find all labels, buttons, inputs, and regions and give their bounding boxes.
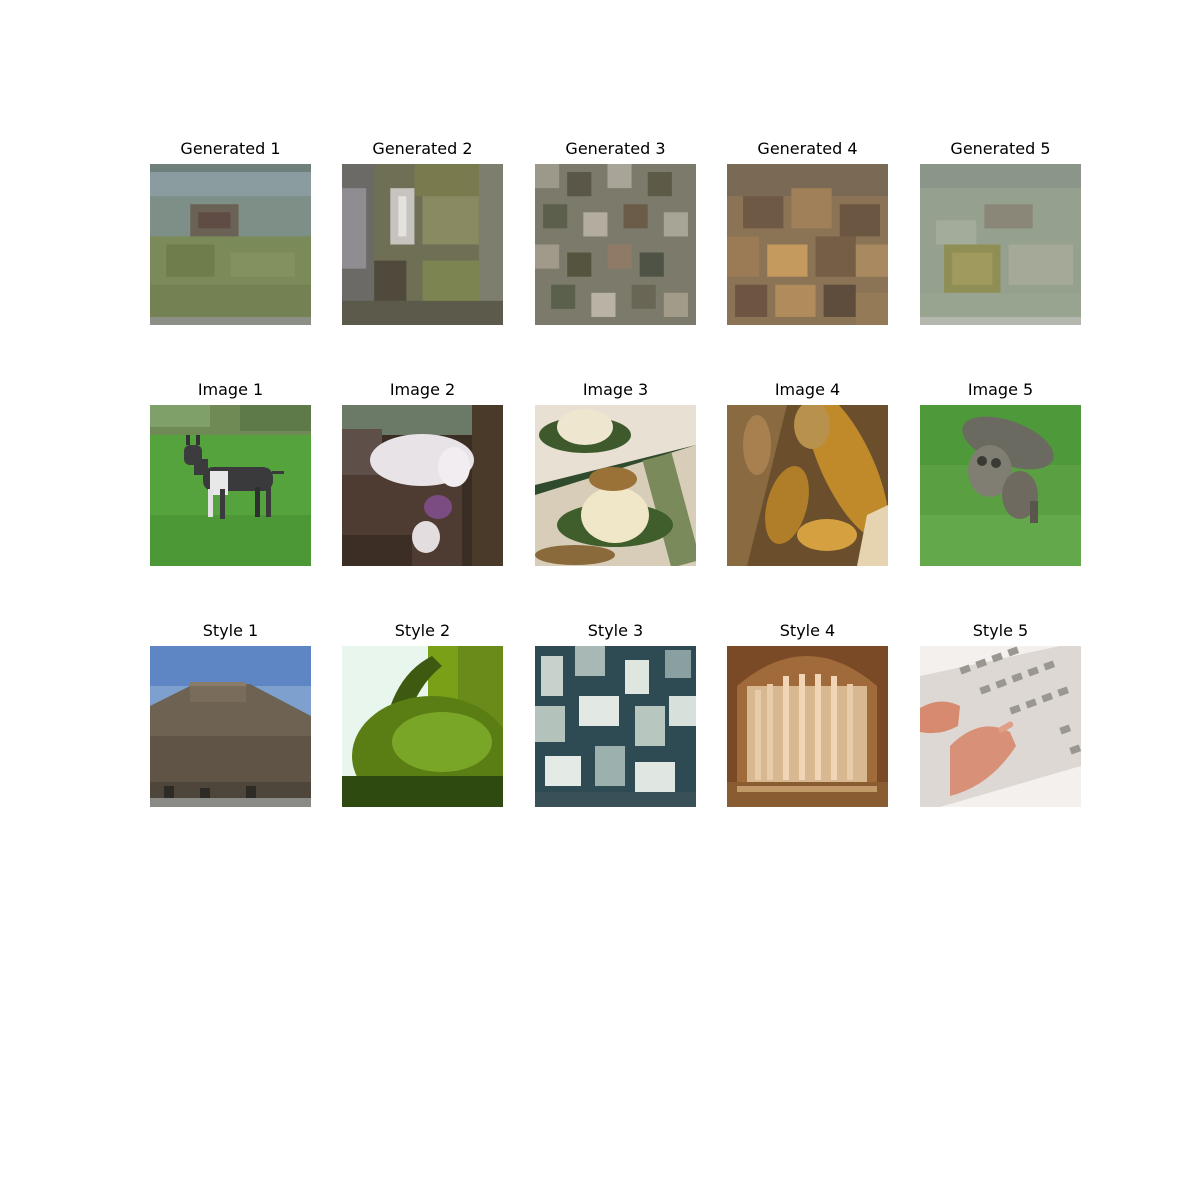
panel-style-1: Style 1 bbox=[150, 621, 311, 807]
panel-image-2: Image 2 bbox=[342, 380, 503, 566]
panel-title: Style 3 bbox=[587, 621, 644, 640]
panel-title: Style 2 bbox=[394, 621, 451, 640]
panel-generated-1: Generated 1 bbox=[150, 139, 311, 325]
panel-style-3: Style 3 bbox=[535, 621, 696, 807]
panel-title: Generated 2 bbox=[372, 139, 473, 158]
panel-title: Image 1 bbox=[197, 380, 264, 399]
panel-title: Generated 1 bbox=[180, 139, 281, 158]
image-2-white-animal bbox=[342, 405, 503, 566]
panel-title: Style 5 bbox=[972, 621, 1029, 640]
panel-image-3: Image 3 bbox=[535, 380, 696, 566]
image-3-plated-food bbox=[535, 405, 696, 566]
generated-image-2 bbox=[342, 164, 503, 325]
panel-title: Image 5 bbox=[967, 380, 1034, 399]
panel-title: Style 1 bbox=[202, 621, 259, 640]
generated-image-1 bbox=[150, 164, 311, 325]
panel-image-1: Image 1 bbox=[150, 380, 311, 566]
image-1-dog-on-grass bbox=[150, 405, 311, 566]
panel-title: Style 4 bbox=[779, 621, 836, 640]
panel-generated-4: Generated 4 bbox=[727, 139, 888, 325]
generated-image-5 bbox=[920, 164, 1081, 325]
style-image-3-coral-reef bbox=[535, 646, 696, 807]
panel-generated-3: Generated 3 bbox=[535, 139, 696, 325]
panel-title: Image 3 bbox=[582, 380, 649, 399]
panel-image-5: Image 5 bbox=[920, 380, 1081, 566]
panel-style-5: Style 5 bbox=[920, 621, 1081, 807]
image-5-owl-over-grass bbox=[920, 405, 1081, 566]
panel-title: Image 2 bbox=[389, 380, 456, 399]
style-image-1-stone-castle bbox=[150, 646, 311, 807]
image-4-corn-cobs bbox=[727, 405, 888, 566]
panel-style-2: Style 2 bbox=[342, 621, 503, 807]
panel-title: Generated 4 bbox=[757, 139, 858, 158]
panel-generated-2: Generated 2 bbox=[342, 139, 503, 325]
generated-image-3 bbox=[535, 164, 696, 325]
panel-generated-5: Generated 5 bbox=[920, 139, 1081, 325]
panel-image-4: Image 4 bbox=[727, 380, 888, 566]
panel-title: Generated 5 bbox=[950, 139, 1051, 158]
panel-style-4: Style 4 bbox=[727, 621, 888, 807]
panel-title: Image 4 bbox=[774, 380, 841, 399]
style-image-4-pipe-organ bbox=[727, 646, 888, 807]
style-image-5-keyboard-hands bbox=[920, 646, 1081, 807]
style-image-2-green-glass-jug bbox=[342, 646, 503, 807]
panel-title: Generated 3 bbox=[565, 139, 666, 158]
generated-image-4 bbox=[727, 164, 888, 325]
